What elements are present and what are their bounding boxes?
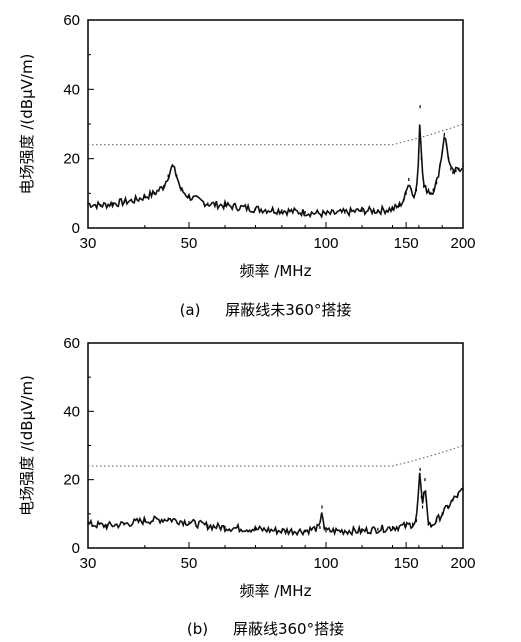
caption-a-text: 屏蔽线未360°搭接 [225, 301, 351, 319]
x-tick-label-b-3: 150 [394, 555, 419, 572]
y-tick-label-b-0: 0 [72, 540, 80, 557]
x-tick-label-b-4: 200 [450, 555, 475, 572]
panel-b: 0 20 40 60 30 50 100 150 200 电场强度 /(dBμV/m) 频率 /… [18, 335, 476, 638]
x-tick-label-b-0: 30 [80, 555, 97, 572]
x-axis-label-a: 频率 /MHz [240, 262, 312, 280]
x-tick-label-a-3: 150 [394, 235, 419, 252]
x-tick-label-a-2: 100 [313, 235, 338, 252]
y-tick-label-a-0: 0 [72, 220, 80, 237]
axis-ticks-b: 0 20 40 60 30 50 100 150 200 [63, 335, 475, 572]
caption-a: (a) 屏蔽线未360°搭接 [180, 301, 352, 319]
x-tick-label-b-1: 50 [181, 555, 198, 572]
y-axis-label-b: 电场强度 /(dBμV/m) [18, 375, 36, 516]
caption-a-prefix: (a) [180, 301, 201, 319]
panel-a: 0 20 40 60 30 50 100 150 200 电场强度 /(dBμV/m) 频率 /… [18, 12, 476, 319]
x-tick-label-a-0: 30 [80, 235, 97, 252]
y-tick-label-a-3: 60 [63, 12, 80, 29]
series-limit-line-b [88, 445, 464, 467]
caption-b-prefix: (b) [187, 620, 208, 638]
y-tick-label-a-1: 20 [63, 151, 80, 168]
caption-b-text: 屏蔽线360°搭接 [233, 620, 344, 638]
series-limit-line-a [88, 123, 464, 146]
y-tick-label-a-2: 40 [63, 81, 80, 98]
caption-b: (b) 屏蔽线360°搭接 [187, 620, 344, 638]
series-lines-b [87, 445, 464, 537]
series-measured-line-b [87, 472, 464, 537]
y-tick-label-b-3: 60 [63, 335, 80, 352]
axis-ticks-a: 0 20 40 60 30 50 100 150 200 [63, 12, 475, 252]
series-lines-a [87, 105, 464, 219]
y-axis-label-a: 电场强度 /(dBμV/m) [18, 54, 36, 195]
series-measured-line-a [87, 124, 464, 219]
x-tick-label-a-1: 50 [181, 235, 198, 252]
x-tick-label-a-4: 200 [450, 235, 475, 252]
y-tick-label-b-1: 20 [63, 472, 80, 489]
x-axis-label-b: 频率 /MHz [240, 582, 312, 600]
y-tick-label-b-2: 40 [63, 403, 80, 420]
x-tick-label-b-2: 100 [313, 555, 338, 572]
